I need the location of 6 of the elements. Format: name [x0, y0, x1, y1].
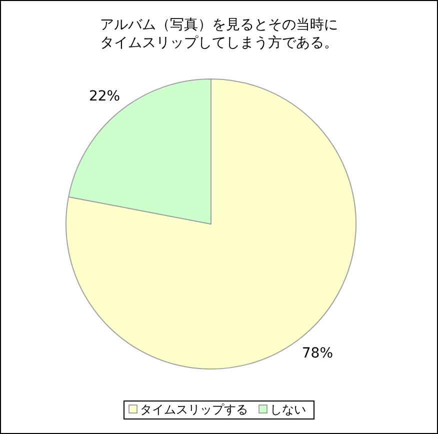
- legend-label: しない: [270, 402, 306, 416]
- pie-slice: [66, 78, 356, 370]
- chart-title: アルバム（写真）を見るとその当時にタイムスリップしてしまう方である。: [98, 16, 339, 52]
- data-label: 22%: [88, 88, 120, 104]
- data-label: 78%: [302, 346, 334, 362]
- legend-label: タイムスリップする: [140, 402, 248, 416]
